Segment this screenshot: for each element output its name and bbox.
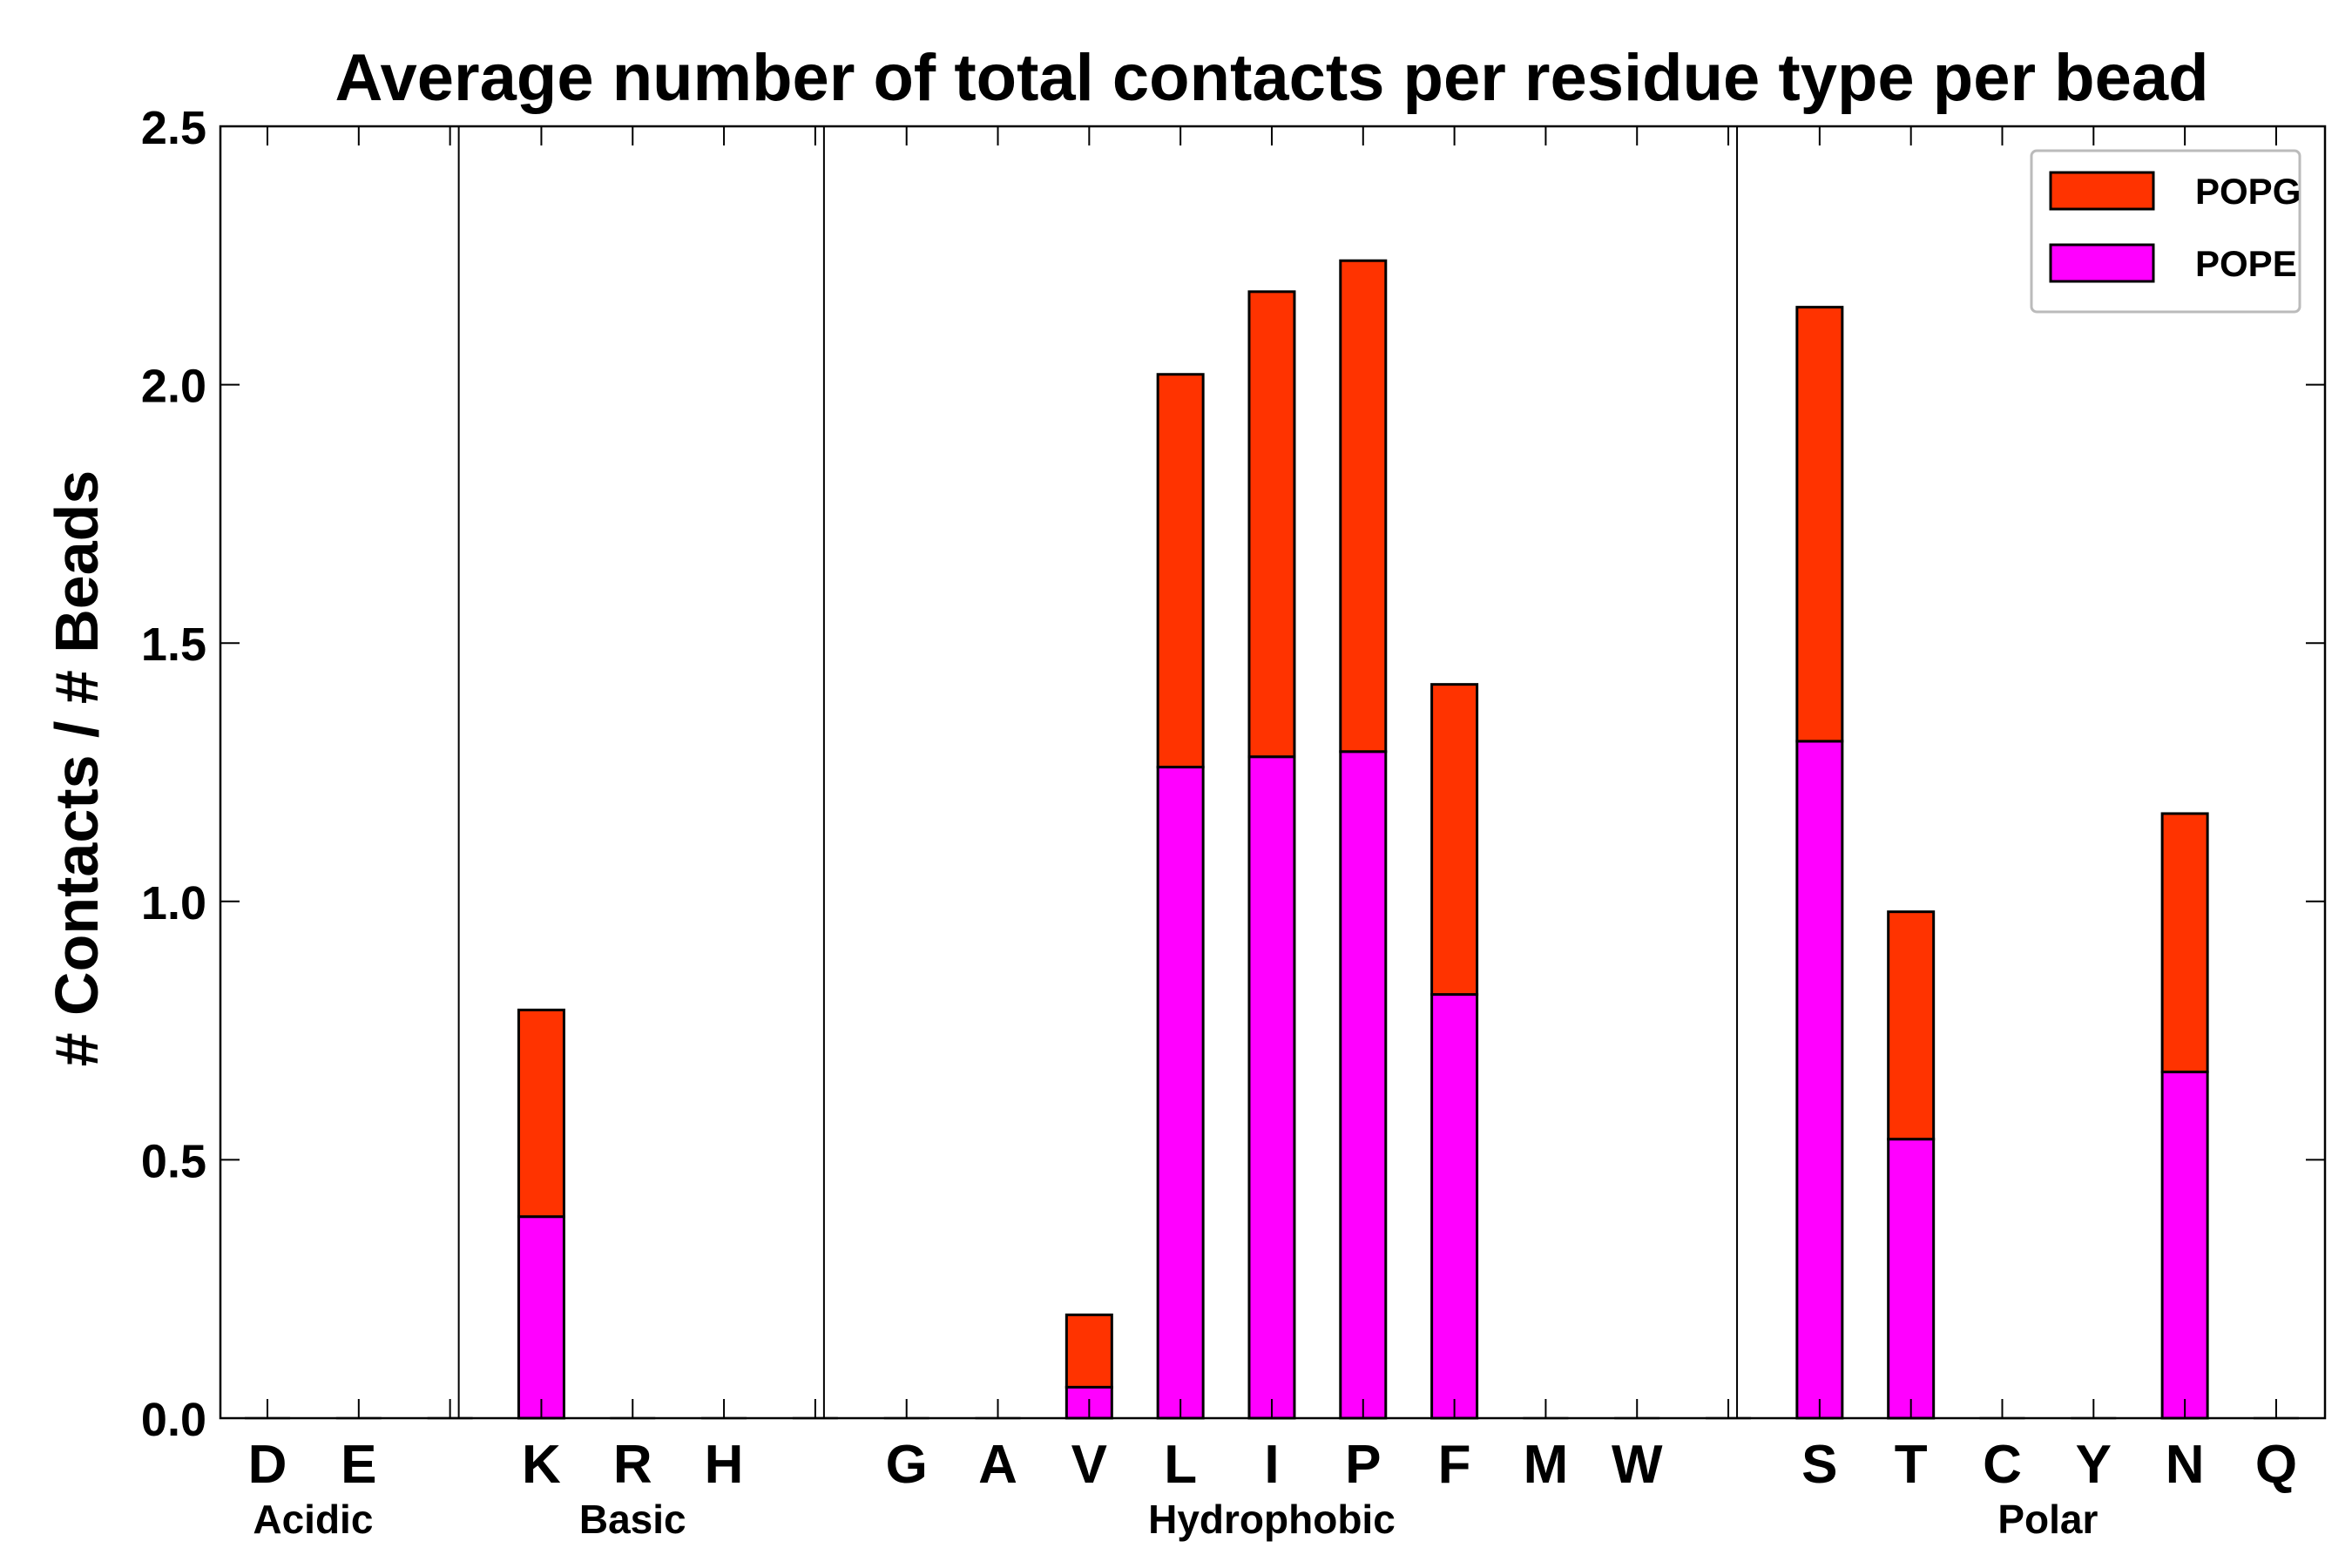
x-tick-label-I: I: [1264, 1435, 1279, 1495]
chart-title: Average number of total contacts per res…: [335, 41, 2208, 115]
bar-pope-S: [1795, 740, 1844, 1420]
x-tick-label-T: T: [1895, 1435, 1928, 1495]
bar-popg-T: [1887, 910, 1936, 1141]
bar-pope-K: [517, 1215, 565, 1420]
bar-popg-K: [517, 1008, 565, 1219]
bar-popg-I: [1247, 290, 1296, 759]
x-tick-label-E: E: [341, 1435, 376, 1495]
bar-pope-L: [1156, 766, 1205, 1420]
bars: [245, 259, 2299, 1420]
bar-popg-V: [1064, 1313, 1113, 1389]
y-tick-label: 2.5: [141, 102, 206, 154]
x-tick-label-C: C: [1983, 1435, 2022, 1495]
x-tick-label-N: N: [2166, 1435, 2205, 1495]
y-tick-label: 1.0: [141, 877, 206, 929]
legend-label-popg: POPG: [2195, 171, 2301, 212]
x-tick-label-Q: Q: [2255, 1435, 2297, 1495]
bar-popg-P: [1339, 259, 1388, 754]
x-tick-label-V: V: [1071, 1435, 1107, 1495]
x-tick-label-K: K: [522, 1435, 561, 1495]
x-tick-label-A: A: [978, 1435, 1017, 1495]
bar-pope-P: [1339, 750, 1388, 1420]
bar-pope-N: [2160, 1071, 2209, 1420]
x-tick-label-D: D: [248, 1435, 287, 1495]
x-tick-label-L: L: [1164, 1435, 1197, 1495]
x-tick-label-F: F: [1438, 1435, 1471, 1495]
y-tick-label: 0.5: [141, 1135, 206, 1187]
y-axis-label: # Contacts / # Beads: [43, 470, 111, 1067]
bar-popg-L: [1156, 373, 1205, 769]
plot-frame: [219, 125, 2327, 1420]
bar-pope-F: [1430, 993, 1479, 1420]
x-tick-label-R: R: [613, 1435, 652, 1495]
x-tick-label-Y: Y: [2076, 1435, 2112, 1495]
legend-swatch-popg: [2049, 171, 2155, 211]
group-label-basic: Basic: [579, 1497, 686, 1542]
legend-label-pope: POPE: [2195, 243, 2297, 284]
x-tick-label-S: S: [1801, 1435, 1837, 1495]
x-tick-label-W: W: [1612, 1435, 1663, 1495]
group-label-acidic: Acidic: [253, 1497, 373, 1542]
y-tick-labels: 0.0 0.5 1.0 1.5 2.0 2.5: [141, 102, 206, 1446]
y-tick-label: 0.0: [141, 1394, 206, 1446]
group-dividers: [457, 126, 1739, 1418]
bar-pope-I: [1247, 755, 1296, 1420]
bar-popg-F: [1430, 683, 1479, 997]
y-tick-label: 2.0: [141, 361, 206, 413]
bar-popg-S: [1795, 306, 1844, 743]
legend-swatch-pope: [2049, 243, 2155, 283]
bar-pope-T: [1887, 1138, 1936, 1420]
group-label-hydrophobic: Hydrophobic: [1148, 1497, 1396, 1542]
x-tick-label-G: G: [886, 1435, 928, 1495]
bar-popg-N: [2160, 812, 2209, 1074]
y-tick-label: 1.5: [141, 618, 206, 671]
x-tick-label-P: P: [1345, 1435, 1381, 1495]
legend: POPG POPE: [2030, 149, 2301, 314]
group-labels: Acidic Basic Hydrophobic Polar: [253, 1497, 2098, 1542]
group-label-polar: Polar: [1997, 1497, 2098, 1542]
x-tick-label-M: M: [1524, 1435, 1569, 1495]
x-tick-label-H: H: [705, 1435, 744, 1495]
